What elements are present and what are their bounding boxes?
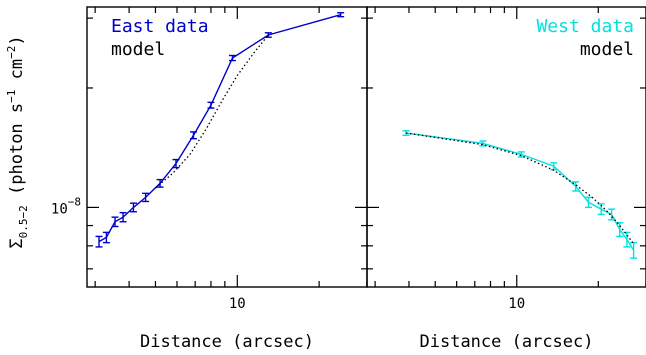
data-point — [102, 231, 110, 244]
y-tick-label: 10−8 — [51, 195, 81, 217]
data-point — [630, 241, 638, 259]
y-axis-label-symbol: Σ — [7, 238, 27, 248]
legend-entry: model — [580, 39, 634, 60]
data-point — [95, 235, 103, 248]
data-point — [337, 12, 345, 18]
x-tick-label: 10 — [229, 296, 246, 312]
data-point — [156, 178, 164, 188]
data-point — [111, 216, 119, 228]
x-axis-label: Distance (arcsec) — [420, 332, 594, 352]
y-axis-label: Σ0.5−2 (photon s−1 cm−2) — [5, 35, 30, 248]
y-axis-label-unit-close: ) — [7, 35, 27, 45]
y-axis-label-unit-open: (photon s — [7, 103, 27, 205]
model-curve — [155, 34, 269, 189]
y-tick-label-base: 10 — [51, 201, 68, 217]
data-point — [623, 231, 631, 248]
y-axis-label-exp2: −2 — [5, 46, 18, 59]
data-line — [405, 132, 635, 251]
model-curve — [405, 132, 635, 245]
x-tick-label: 10 — [508, 296, 525, 312]
legend-entry: West data — [536, 16, 634, 37]
data-point — [189, 131, 197, 140]
data-point — [129, 202, 137, 213]
y-axis-label-exp1: −1 — [5, 90, 18, 103]
plot-frame — [366, 6, 646, 288]
y-tick-label-exponent: −8 — [68, 195, 81, 208]
data-point — [228, 54, 236, 62]
x-axis-label: Distance (arcsec) — [140, 332, 314, 352]
legend-entry: East data — [111, 16, 209, 37]
y-axis-label-subscript: 0.5−2 — [17, 205, 30, 238]
y-axis-label-unit-mid: cm — [7, 59, 27, 90]
data-point — [572, 181, 580, 192]
data-point — [172, 158, 180, 169]
data-point — [608, 208, 616, 221]
data-point — [207, 101, 215, 109]
legend-entry: model — [111, 39, 165, 60]
data-point — [402, 130, 410, 136]
data-point — [119, 211, 127, 223]
data-point — [584, 196, 592, 209]
data-point — [142, 192, 150, 203]
